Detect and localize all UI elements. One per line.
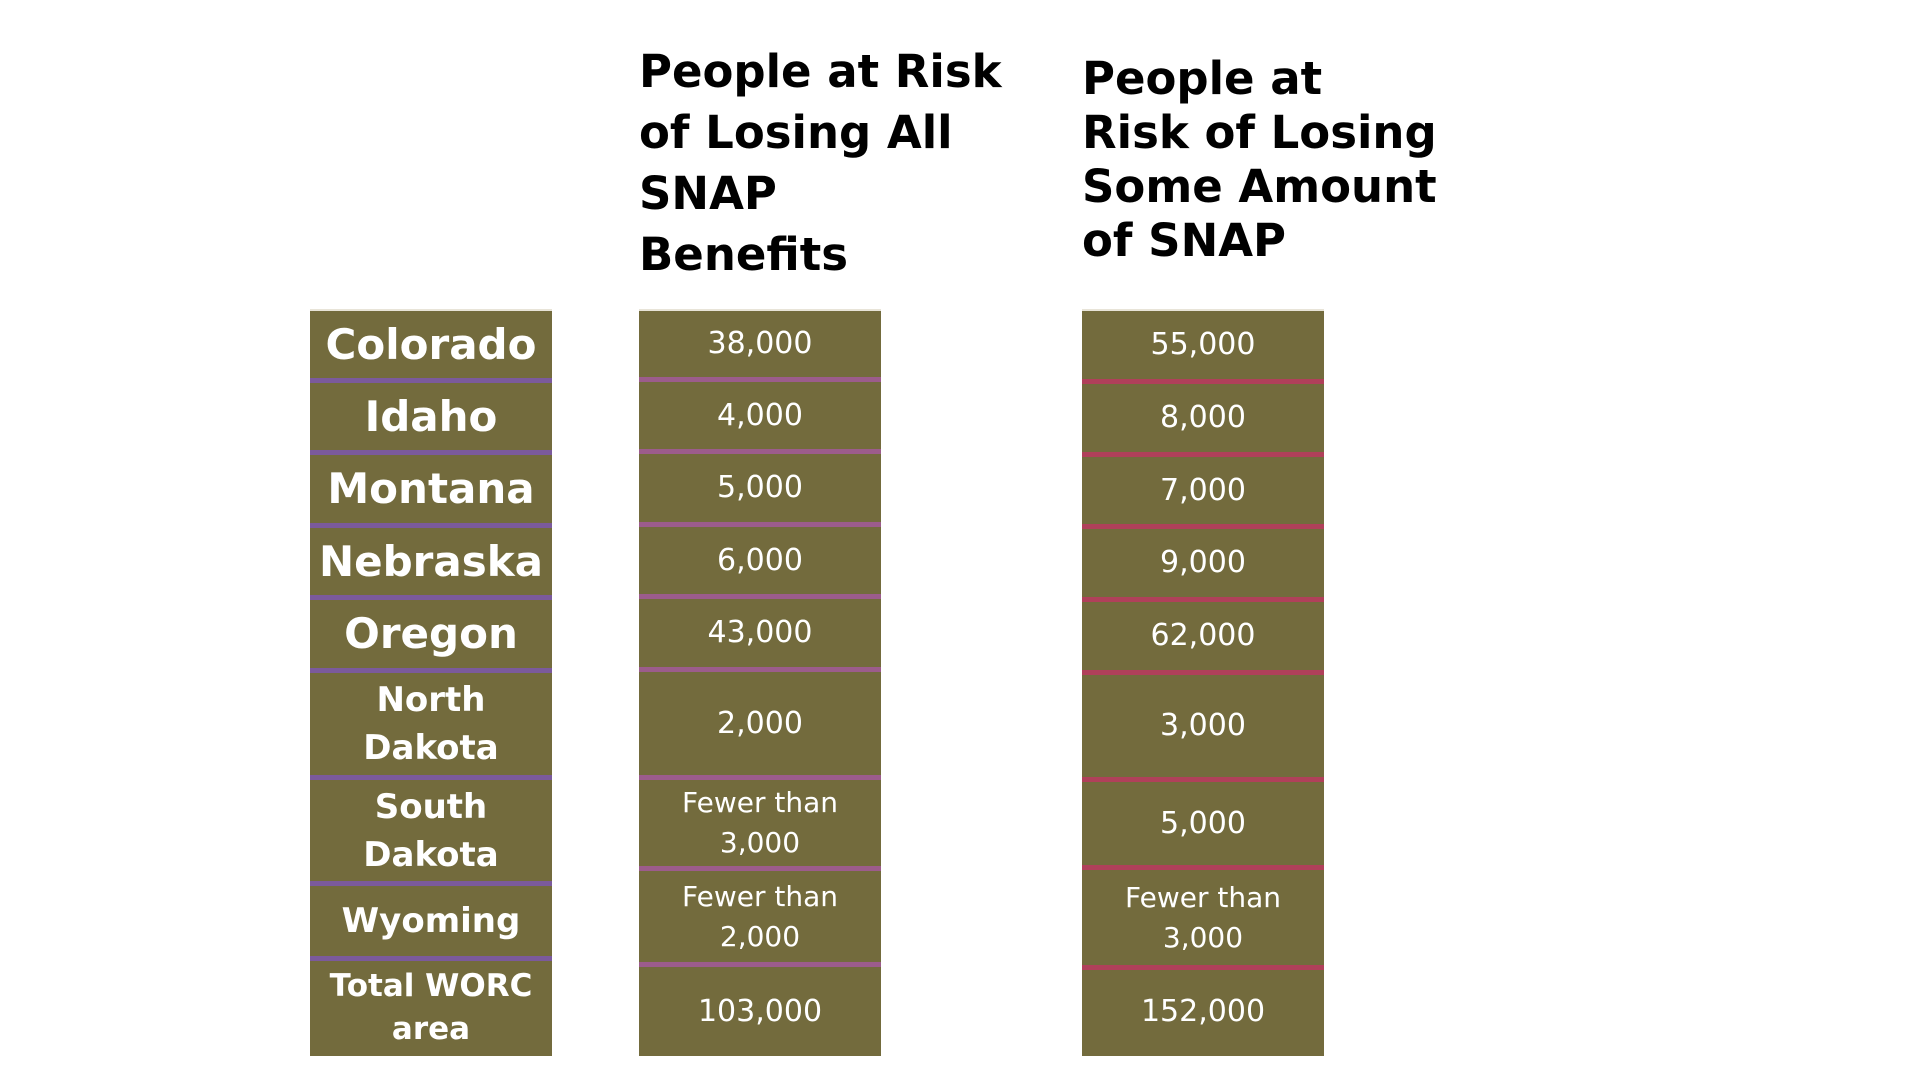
value-text-line: Fewer than [682,879,838,913]
value-cell: 8,000 [1082,384,1324,457]
state-label-line: area [391,1010,471,1047]
state-cell: Nebraska [310,528,552,600]
value-cell: 62,000 [1082,602,1324,675]
header-losing-all-line: of Losing All [639,106,953,159]
header-losing-some-line: Some Amount [1082,160,1437,213]
state-label: Montana [327,464,535,513]
value-text: 2,000 [717,705,803,741]
value-text: 5,000 [1160,805,1246,841]
value-cell: 2,000 [639,672,881,780]
state-label: Nebraska [318,536,544,586]
value-cell: 3,000 [1082,675,1324,782]
value-cell: Fewer than 2,000 [639,871,881,967]
value-text: 4,000 [717,397,803,433]
value-text: 152,000 [1140,994,1266,1029]
header-losing-all-line: SNAP [639,167,777,220]
losing-some-column: 55,000 8,000 7,000 9,000 62,000 3,000 5,… [1082,309,1324,1056]
state-label-line: Dakota [363,728,499,768]
state-cell: Montana [310,455,552,528]
state-label-line: Dakota [363,834,499,875]
value-text-line: 3,000 [1162,920,1244,954]
value-text: 62,000 [1150,618,1256,653]
header-losing-all-line: People at Risk [639,45,1002,98]
state-cell: Oregon [310,600,552,673]
value-cell: Fewer than 3,000 [639,780,881,871]
state-cell: Idaho [310,383,552,455]
value-cell: Fewer than 3,000 [1082,870,1324,970]
value-cell: 38,000 [639,311,881,382]
state-cell: North Dakota [310,673,552,780]
value-text: 8,000 [1160,400,1246,435]
value-cell: 9,000 [1082,529,1324,602]
value-cell: 103,000 [639,967,881,1056]
state-label: Wyoming [341,901,521,941]
value-text: 38,000 [707,326,813,361]
state-column: Colorado Idaho Montana Nebraska Oregon N… [310,309,552,1056]
state-label: Colorado [325,319,537,369]
header-losing-all: People at Risk of Losing All SNAP Benefi… [639,41,1002,285]
value-text: 55,000 [1150,327,1256,362]
value-text: 3,000 [1160,708,1246,743]
header-losing-some: People at Risk of Losing Some Amount of … [1082,52,1437,268]
value-cell: 4,000 [639,382,881,454]
value-text: 6,000 [717,542,803,578]
header-losing-some-line: People at [1082,52,1323,105]
value-text: 5,000 [717,470,803,505]
value-cell: 6,000 [639,527,881,599]
value-cell: 5,000 [639,454,881,527]
state-label-line: Total WORC [329,967,533,1004]
value-cell: 55,000 [1082,311,1324,384]
value-cell: 152,000 [1082,970,1324,1054]
header-losing-all-line: Benefits [639,228,849,281]
value-cell: 7,000 [1082,457,1324,529]
state-label-line: South [374,786,488,827]
losing-all-column: 38,000 4,000 5,000 6,000 43,000 2,000 Fe… [639,309,881,1056]
state-cell: Total WORC area [310,961,552,1054]
value-text: 9,000 [1160,545,1246,580]
value-text: 7,000 [1160,472,1246,508]
value-cell: 43,000 [639,599,881,672]
value-text-line: 2,000 [719,919,801,953]
state-label: Idaho [364,391,498,441]
value-text: 43,000 [707,615,813,650]
value-text-line: 3,000 [719,826,801,859]
value-text-line: Fewer than [682,786,838,819]
value-text: 103,000 [697,993,823,1029]
state-cell: South Dakota [310,780,552,886]
state-label: Oregon [344,609,518,658]
state-cell: Colorado [310,311,552,383]
header-losing-some-line: of SNAP [1082,214,1287,267]
state-label-line: North [376,680,486,720]
header-losing-some-line: Risk of Losing [1082,106,1437,159]
value-cell: 5,000 [1082,782,1324,870]
state-cell: Wyoming [310,886,552,961]
value-text-line: Fewer than [1125,880,1281,914]
